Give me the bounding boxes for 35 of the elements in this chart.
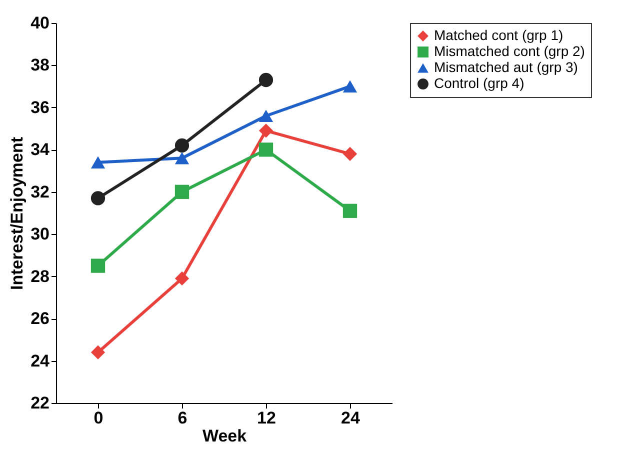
point <box>258 110 274 122</box>
y-tick-label: 34 <box>30 140 50 160</box>
y-tick-label: 32 <box>30 182 50 202</box>
point <box>174 138 190 152</box>
point <box>90 191 106 206</box>
x-tick-label: 12 <box>257 408 276 428</box>
y-tick-label: 22 <box>30 394 50 412</box>
point <box>90 258 106 273</box>
y-tick-label: 24 <box>30 351 50 370</box>
legend-label: Mismatched aut (grp 3) <box>434 59 578 75</box>
y-tick-label: 36 <box>30 98 50 117</box>
x-tick-label: 24 <box>341 408 360 428</box>
x-axis-title: Week <box>202 426 248 446</box>
x-tick-label: 0 <box>94 408 104 428</box>
x-tick-label: 6 <box>178 408 188 428</box>
y-tick-label: 40 <box>30 14 50 32</box>
point <box>258 142 274 157</box>
y-tick-label: 28 <box>30 266 50 286</box>
point <box>174 271 190 286</box>
point <box>90 345 106 360</box>
legend-label: Mismatched cont (grp 2) <box>434 43 585 59</box>
point <box>90 156 106 168</box>
point <box>258 72 274 88</box>
legend-label: Matched cont (grp 1) <box>434 27 564 43</box>
point <box>174 184 190 199</box>
point <box>174 152 190 164</box>
legend-label: Control (grp 4) <box>434 75 524 91</box>
point <box>258 124 274 138</box>
y-tick-label: 26 <box>30 309 50 328</box>
y-tick-label: 30 <box>30 224 50 244</box>
point <box>342 146 358 161</box>
y-tick-label: 38 <box>30 56 50 75</box>
point <box>342 204 358 218</box>
y-axis-title: Interest/Enjoyment <box>8 136 27 290</box>
point <box>342 80 358 92</box>
